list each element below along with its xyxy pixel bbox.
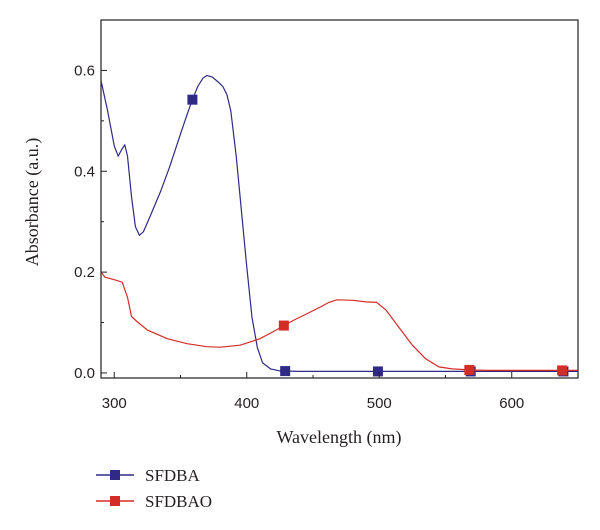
series-layer xyxy=(101,74,578,377)
data-point-sfdbao xyxy=(464,364,475,375)
data-point-sfdba xyxy=(280,366,291,377)
y-tick-label: 0.2 xyxy=(74,264,95,281)
data-point-sfdba xyxy=(372,366,383,377)
axes-layer: 300 400 500 600 0.0 0.2 0.4 0.6 xyxy=(74,62,524,412)
series-line-sfdbao xyxy=(101,271,578,371)
x-tick-label: 400 xyxy=(234,395,259,412)
x-tick-label: 500 xyxy=(367,395,392,412)
y-tick-label: 0.4 xyxy=(74,163,95,180)
data-point-sfdba xyxy=(187,94,198,105)
data-point-sfdbao xyxy=(278,320,289,331)
plot-frame xyxy=(100,19,579,379)
legend-marker-sfdbao xyxy=(110,496,120,506)
x-tick-label: 600 xyxy=(499,395,524,412)
y-tick-label: 0.0 xyxy=(74,365,95,382)
legend-marker-sfdba xyxy=(110,470,120,480)
legend-label-sfdba: SFDBA xyxy=(145,466,201,485)
y-tick-label: 0.6 xyxy=(74,62,95,79)
plot-area xyxy=(100,19,579,379)
data-point-sfdbao xyxy=(557,365,568,376)
legend-label-sfdbao: SFDBAO xyxy=(145,492,212,511)
x-axis-label: Wavelength (nm) xyxy=(276,427,401,448)
x-tick-label: 300 xyxy=(102,395,127,412)
legend: SFDBA SFDBAO xyxy=(96,466,212,511)
y-axis-label: Absorbance (a.u.) xyxy=(22,138,43,266)
series-line-sfdba xyxy=(101,74,578,372)
